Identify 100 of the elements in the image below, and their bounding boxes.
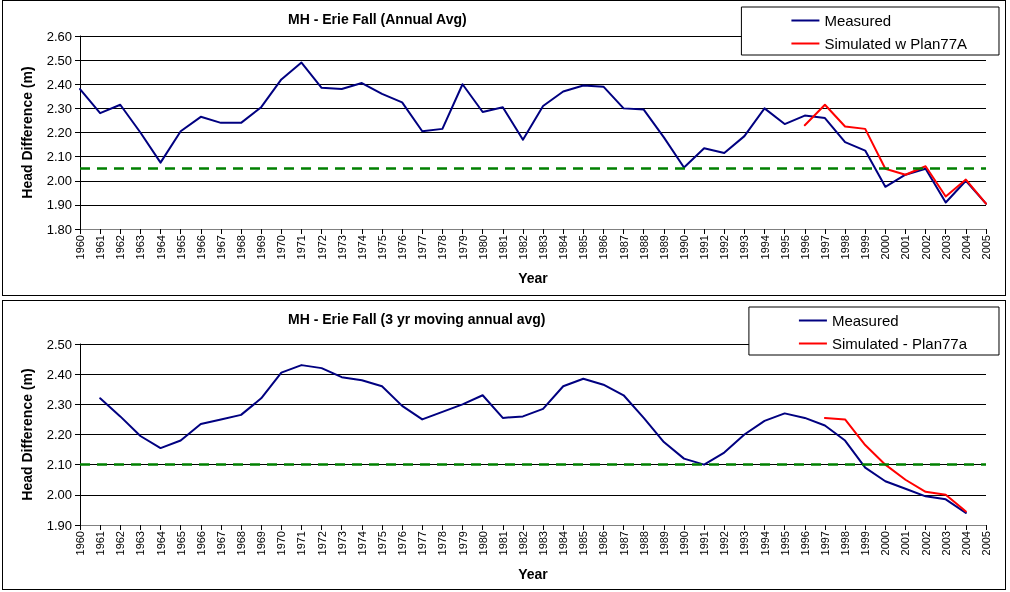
x-tick-label: 1977: [416, 531, 429, 556]
y-axis-title: Head Difference (m): [19, 368, 35, 501]
x-tick-label: 2001: [899, 531, 912, 556]
x-tick-label: 1974: [355, 531, 368, 556]
x-tick-label: 1972: [315, 235, 328, 260]
x-tick-label: 1960: [74, 531, 86, 556]
chart-title: MH - Erie Fall (Annual Avg): [288, 11, 467, 27]
x-axis-title: Year: [518, 270, 549, 286]
x-tick-label: 1970: [275, 235, 288, 260]
x-tick-label: 2003: [939, 531, 952, 556]
x-tick-label: 1963: [134, 531, 147, 556]
legend-label: Measured: [824, 12, 892, 29]
x-tick-label: 1999: [859, 531, 872, 556]
x-tick-label: 1971: [295, 235, 308, 260]
y-tick-label: 2.40: [46, 76, 72, 92]
x-tick-label: 1965: [174, 235, 187, 260]
x-tick-label: 1987: [617, 235, 630, 260]
x-tick-label: 1990: [678, 531, 690, 556]
x-tick-label: 1963: [134, 235, 147, 260]
y-tick-label: 2.60: [46, 28, 72, 44]
x-tick-label: 1967: [214, 235, 227, 260]
y-tick-label: 2.50: [46, 336, 72, 352]
x-tick-label: 1993: [738, 531, 751, 556]
x-tick-label: 1966: [194, 531, 207, 556]
x-tick-label: 1964: [154, 531, 167, 556]
x-tick-label: 1969: [255, 235, 268, 260]
x-tick-label: 1992: [718, 235, 731, 260]
x-tick-label: 1977: [416, 235, 429, 260]
x-tick-label: 1964: [154, 235, 167, 260]
x-tick-label: 1996: [798, 531, 811, 556]
x-tick-label: 1983: [537, 531, 550, 556]
line-series: [823, 416, 967, 513]
x-tick-label: 1992: [718, 531, 731, 556]
x-tick-label: 1975: [376, 531, 388, 556]
x-tick-label: 1969: [255, 531, 268, 556]
x-tick-label: 1986: [597, 235, 610, 260]
x-tick-label: 1973: [335, 235, 348, 260]
x-tick-label: 1979: [456, 531, 469, 556]
x-tick-label: 1994: [758, 235, 771, 260]
x-tick-label: 1993: [738, 235, 751, 260]
x-tick-label: 1997: [818, 531, 831, 556]
y-tick-label: 2.20: [46, 125, 72, 140]
x-tick-label: 1980: [476, 235, 489, 260]
y-tick-label: 1.90: [46, 517, 72, 533]
x-tick-label: 1975: [376, 235, 388, 260]
x-tick-label: 2005: [980, 531, 992, 556]
x-tick-label: 1961: [94, 235, 107, 260]
legend-label: Measured: [831, 312, 899, 329]
x-tick-label: 1991: [698, 235, 711, 260]
x-tick-label: 1973: [335, 531, 348, 556]
y-tick-label: 2.30: [46, 100, 72, 116]
x-tick-label: 1995: [778, 531, 791, 556]
x-tick-label: 1982: [516, 531, 529, 556]
x-tick-label: 1979: [456, 235, 469, 260]
x-tick-label: 2004: [959, 531, 972, 556]
y-axis-title: Head Difference (m): [19, 66, 35, 199]
x-tick-label: 1984: [557, 531, 570, 556]
x-tick-label: 1986: [597, 531, 610, 556]
x-tick-label: 1988: [637, 531, 650, 556]
x-tick-label: 1960: [74, 235, 86, 260]
x-tick-label: 2005: [980, 235, 992, 260]
x-tick-label: 1967: [214, 531, 227, 556]
x-tick-label: 1982: [516, 235, 529, 260]
x-tick-label: 1998: [839, 235, 852, 260]
x-tick-label: 1961: [94, 531, 107, 556]
x-tick-label: 2000: [879, 235, 892, 260]
x-tick-label: 1981: [496, 531, 509, 556]
x-tick-label: 1988: [637, 235, 650, 260]
x-tick-label: 2002: [919, 235, 932, 260]
x-tick-label: 1970: [275, 531, 288, 556]
x-tick-label: 1985: [577, 235, 590, 260]
legend-label: Simulated w Plan77A: [824, 35, 968, 52]
x-tick-label: 1994: [758, 531, 771, 556]
y-tick-label: 2.00: [46, 173, 72, 189]
x-tick-label: 1971: [295, 531, 308, 556]
x-tick-label: 1985: [577, 531, 590, 556]
x-tick-label: 1989: [657, 235, 670, 260]
x-tick-label: 1962: [114, 235, 127, 260]
x-tick-label: 1965: [174, 531, 187, 556]
x-tick-label: 1996: [798, 235, 811, 260]
x-tick-label: 2002: [919, 531, 932, 556]
y-tick-label: 2.50: [46, 52, 72, 68]
x-tick-label: 1984: [557, 235, 570, 260]
x-tick-label: 1998: [839, 531, 852, 556]
x-tick-label: 1990: [678, 235, 690, 260]
legend-label: Simulated - Plan77a: [831, 335, 968, 352]
x-tick-label: 1976: [396, 531, 409, 556]
y-tick-label: 2.10: [46, 149, 72, 165]
x-tick-label: 1981: [496, 235, 509, 260]
x-tick-label: 1999: [859, 235, 872, 260]
x-tick-label: 1962: [114, 531, 127, 556]
x-tick-label: 2000: [879, 531, 892, 556]
x-axis-title: Year: [518, 566, 549, 582]
y-tick-label: 2.20: [46, 427, 72, 442]
line-series: [803, 103, 987, 205]
x-tick-label: 1976: [396, 235, 409, 260]
x-tick-label: 2003: [939, 235, 952, 260]
x-tick-label: 1972: [315, 531, 328, 556]
line-series: [99, 364, 967, 514]
x-tick-label: 1978: [436, 531, 449, 556]
